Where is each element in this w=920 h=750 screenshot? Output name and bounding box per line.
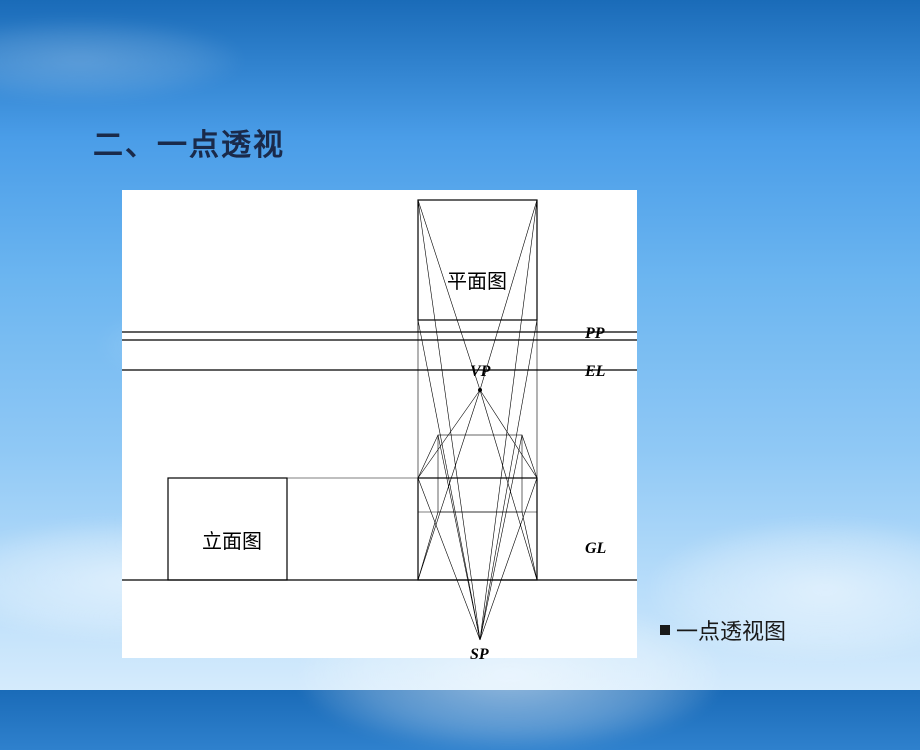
label-plan: 平面图 — [447, 265, 507, 294]
label-sp: SP — [470, 646, 489, 664]
label-pp: PP — [585, 325, 605, 343]
label-elevation: 立面图 — [202, 525, 262, 554]
diagram-svg — [122, 190, 637, 658]
label-el: EL — [585, 363, 605, 381]
section-title: 二、一点透视 — [93, 120, 285, 164]
perspective-diagram: 平面图 立面图 PP VP EL GL SP — [122, 190, 637, 658]
diagram-caption: 一点透视图 — [660, 614, 786, 646]
caption-text: 一点透视图 — [676, 614, 786, 646]
label-gl: GL — [585, 540, 606, 558]
label-vp: VP — [470, 363, 490, 381]
